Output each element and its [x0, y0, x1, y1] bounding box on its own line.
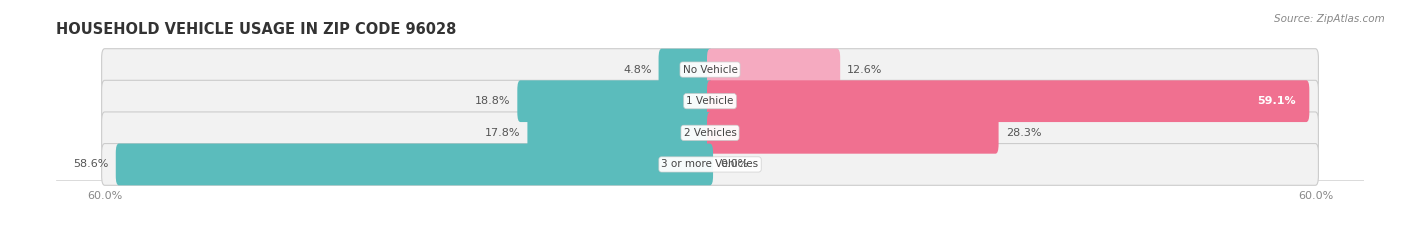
Text: Source: ZipAtlas.com: Source: ZipAtlas.com: [1274, 14, 1385, 24]
Text: 2 Vehicles: 2 Vehicles: [683, 128, 737, 138]
Text: 4.8%: 4.8%: [623, 65, 651, 75]
Text: 58.6%: 58.6%: [73, 159, 108, 169]
FancyBboxPatch shape: [101, 144, 1319, 185]
Text: No Vehicle: No Vehicle: [682, 65, 738, 75]
FancyBboxPatch shape: [707, 80, 1309, 122]
Text: 12.6%: 12.6%: [848, 65, 883, 75]
Text: 0.0%: 0.0%: [720, 159, 748, 169]
Text: HOUSEHOLD VEHICLE USAGE IN ZIP CODE 96028: HOUSEHOLD VEHICLE USAGE IN ZIP CODE 9602…: [56, 22, 457, 37]
FancyBboxPatch shape: [707, 112, 998, 154]
Text: 59.1%: 59.1%: [1257, 96, 1296, 106]
Text: 18.8%: 18.8%: [475, 96, 510, 106]
FancyBboxPatch shape: [707, 49, 841, 90]
FancyBboxPatch shape: [658, 49, 713, 90]
FancyBboxPatch shape: [115, 144, 713, 185]
FancyBboxPatch shape: [517, 80, 713, 122]
Text: 3 or more Vehicles: 3 or more Vehicles: [661, 159, 759, 169]
Text: 1 Vehicle: 1 Vehicle: [686, 96, 734, 106]
FancyBboxPatch shape: [527, 112, 713, 154]
Text: 17.8%: 17.8%: [485, 128, 520, 138]
Text: 28.3%: 28.3%: [1005, 128, 1042, 138]
FancyBboxPatch shape: [101, 80, 1319, 122]
FancyBboxPatch shape: [101, 49, 1319, 90]
FancyBboxPatch shape: [101, 112, 1319, 154]
